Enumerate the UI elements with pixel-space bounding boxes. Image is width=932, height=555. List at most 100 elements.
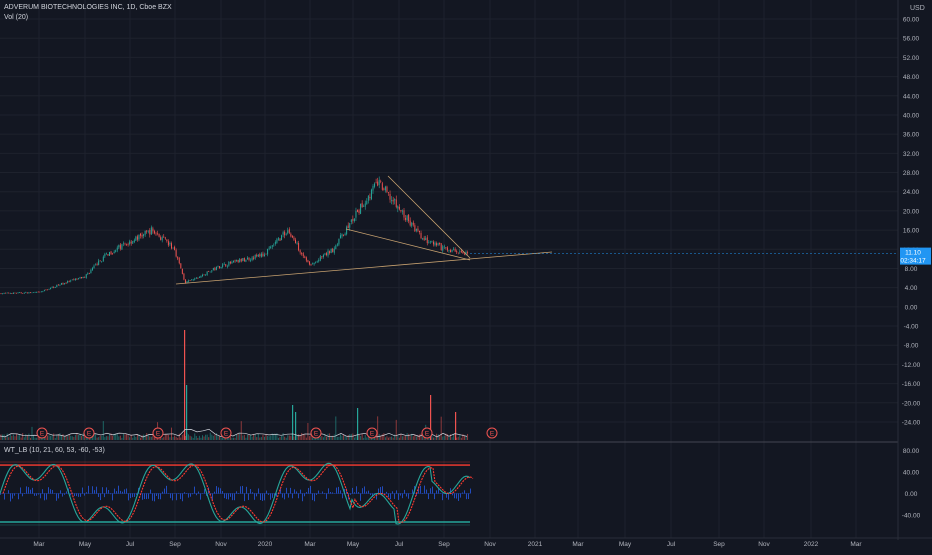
volume-bar	[19, 435, 20, 440]
time-tick-label: Mar	[572, 541, 584, 548]
indicator-tick-label: -40.00	[902, 513, 921, 520]
time-tick-label: Jul	[395, 541, 404, 548]
diff-bar	[136, 494, 137, 495]
diff-bar	[468, 494, 469, 499]
candle-body	[249, 258, 250, 260]
candle-body	[433, 242, 434, 245]
diff-bar	[134, 494, 135, 497]
earnings-marker-label: E	[40, 431, 45, 438]
volume-bar	[146, 433, 147, 440]
volume-bar	[452, 437, 453, 440]
candle-body	[73, 279, 74, 280]
candle-body	[197, 278, 198, 279]
candle-body	[390, 194, 391, 200]
volume-bar	[280, 437, 281, 440]
candle-body	[414, 225, 415, 231]
candle-body	[52, 287, 53, 288]
candle-body	[112, 253, 113, 254]
candle-body	[455, 249, 456, 252]
diff-bar	[324, 494, 325, 495]
volume-bar	[210, 433, 211, 440]
price-axis[interactable]: 60.0056.0052.0048.0044.0040.0036.0032.00…	[470, 0, 932, 550]
volume-bar	[354, 438, 355, 440]
diff-bar	[398, 494, 399, 500]
candle-body	[438, 243, 439, 245]
candle-body	[194, 279, 195, 280]
price-tick-label: 32.00	[903, 151, 920, 158]
candle-body	[467, 252, 468, 253]
diff-bar	[164, 489, 165, 494]
diff-bar	[434, 494, 435, 500]
volume-bar	[211, 435, 212, 440]
candle-body	[396, 200, 397, 208]
diff-bar	[94, 490, 95, 493]
diff-bar	[360, 494, 361, 501]
volume-bar	[4, 435, 5, 440]
diff-bar	[114, 489, 115, 494]
volume-bar	[123, 434, 124, 440]
volume-bar	[140, 438, 141, 440]
candle-body	[286, 234, 287, 235]
time-tick-label: May	[79, 541, 92, 548]
price-tick-label: 0.00	[905, 304, 918, 311]
diff-bar	[86, 492, 87, 493]
candle-body	[445, 247, 446, 248]
diff-bar	[176, 494, 177, 501]
price-tick-label: -16.00	[902, 381, 921, 388]
volume-bar	[188, 434, 189, 440]
candle-body	[236, 260, 237, 261]
volume-bar	[400, 434, 401, 440]
volume-bar	[262, 435, 263, 440]
candle-body	[129, 241, 130, 244]
volume-bar	[397, 436, 398, 440]
volume-bar	[11, 436, 12, 440]
candle-body	[131, 242, 132, 244]
candle-body	[7, 293, 8, 294]
diff-bar	[28, 487, 29, 493]
volume-bar	[252, 437, 253, 440]
candle-body	[459, 251, 460, 252]
candle-body	[39, 292, 40, 293]
candle-body	[24, 293, 25, 294]
diff-bar	[392, 491, 393, 493]
candle-body	[453, 249, 454, 250]
diff-bar	[426, 490, 427, 494]
diff-bar	[100, 494, 101, 501]
candle-body	[211, 270, 212, 271]
diff-bar	[420, 486, 421, 494]
diff-bar	[406, 494, 407, 497]
diff-bar	[188, 494, 189, 498]
candle-body	[67, 281, 68, 283]
price-tick-label: 20.00	[903, 208, 920, 215]
volume-bar	[366, 437, 367, 440]
diff-bar	[48, 487, 49, 493]
volume-bar	[22, 433, 23, 440]
candle-body	[120, 245, 121, 249]
volume-bar	[190, 436, 191, 440]
earnings-marker-label: E	[490, 431, 495, 438]
volume-bar	[464, 436, 465, 440]
candle-body	[413, 223, 414, 225]
diff-bar	[362, 488, 363, 493]
volume-bar	[202, 435, 203, 440]
candle-body	[334, 249, 335, 253]
time-tick-label: 2020	[258, 541, 273, 548]
diff-bar	[268, 494, 269, 495]
diff-bar	[66, 491, 67, 493]
diff-bar	[18, 494, 19, 500]
diff-bar	[46, 494, 47, 500]
candle-body	[13, 293, 14, 294]
volume-bar	[408, 434, 409, 440]
volume-bar	[264, 437, 265, 440]
volume-bar	[320, 437, 321, 440]
candle-body	[405, 218, 406, 220]
volume-bar	[97, 438, 98, 440]
volume-bar	[283, 433, 284, 440]
volume-bar	[66, 436, 67, 440]
candle-body	[210, 272, 211, 273]
diff-bar	[322, 491, 323, 493]
diff-bar	[110, 494, 111, 495]
volume-bar	[7, 433, 8, 440]
